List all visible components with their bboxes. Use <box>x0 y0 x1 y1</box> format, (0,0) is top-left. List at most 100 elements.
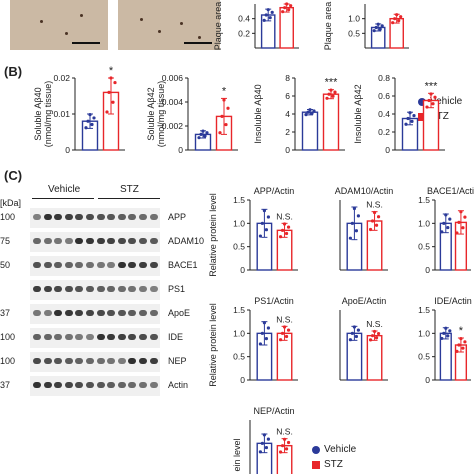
blot-band <box>33 334 41 340</box>
data-point-stz <box>433 95 437 99</box>
legend-b: Vehicle STZ <box>418 96 462 122</box>
chart-title: IDE/Actin <box>434 296 472 306</box>
bar-stz <box>322 93 340 151</box>
blot-band <box>75 310 84 316</box>
data-point-vehicle <box>266 326 270 330</box>
data-point-stz <box>399 15 403 19</box>
blot-band <box>54 286 63 292</box>
data-point-stz <box>220 114 224 118</box>
y-tick-label: 0 <box>65 145 70 155</box>
blot-band <box>149 382 158 388</box>
blot-band <box>149 358 158 364</box>
chart-title: PS1/Actin <box>254 296 294 306</box>
blot-band <box>86 334 94 340</box>
blot-band <box>43 382 52 388</box>
data-point-stz <box>457 343 461 347</box>
panel-label-c: (C) <box>4 168 23 183</box>
blot-band <box>43 334 52 340</box>
blot-band <box>139 262 147 268</box>
blot-band <box>107 310 116 316</box>
blot-band <box>43 214 52 220</box>
blot-band <box>149 214 158 220</box>
blot-band <box>117 310 126 316</box>
blot-band <box>117 358 126 364</box>
blot-band <box>139 310 147 316</box>
blot-band <box>128 238 137 244</box>
data-point-vehicle <box>264 337 268 341</box>
data-point-vehicle <box>372 29 376 33</box>
data-point-stz <box>286 328 291 332</box>
blot-band <box>96 262 105 268</box>
blot-group-vehicle: Vehicle <box>48 184 81 195</box>
data-point-vehicle <box>86 119 90 123</box>
data-point-vehicle <box>258 450 262 454</box>
data-point-vehicle <box>260 441 264 445</box>
blot-band <box>117 382 126 388</box>
blot-label: APP <box>168 212 187 222</box>
chart-title: NEP/Actin <box>253 406 294 416</box>
kda-marker: 37 <box>0 308 11 318</box>
significance-label: * <box>109 65 114 77</box>
data-point-vehicle <box>266 437 270 441</box>
data-point-stz <box>372 329 377 334</box>
blot-band <box>107 358 116 364</box>
data-point-vehicle <box>310 111 314 116</box>
data-point-vehicle <box>262 209 266 213</box>
y-axis-label: ein level <box>232 438 242 471</box>
blot-band <box>43 358 52 364</box>
y-tick-label: 0 <box>240 375 245 385</box>
legend-swatch-vehicle <box>418 97 426 106</box>
blot-band <box>33 358 41 364</box>
kda-marker: 100 <box>0 212 16 222</box>
y-axis-label-unit: (nmol/mg tissue) <box>156 81 166 148</box>
micrograph-vehicle <box>10 0 108 50</box>
blot-band <box>43 238 52 244</box>
y-tick-label: 1.0 <box>418 328 430 338</box>
data-point-stz <box>287 8 291 12</box>
y-tick-label: 0.6 <box>378 91 390 101</box>
significance-label: N.S. <box>276 211 293 221</box>
data-point-vehicle <box>306 110 310 114</box>
blot-band <box>149 238 158 244</box>
data-point-vehicle <box>304 113 308 117</box>
data-point-vehicle <box>352 206 356 211</box>
blot-band <box>43 262 52 268</box>
blot-band <box>149 262 158 268</box>
blot-band <box>64 334 73 340</box>
blot-band <box>75 382 84 388</box>
blot-band <box>107 382 116 388</box>
y-tick-label: 0.006 <box>162 73 184 83</box>
y-axis-label-unit: (nmol/mg tissue) <box>43 81 53 148</box>
y-tick-label: 0.5 <box>348 28 360 38</box>
data-point-stz <box>333 90 337 94</box>
legend-swatch-stz <box>312 460 320 469</box>
data-point-vehicle <box>376 22 380 26</box>
data-point-stz <box>429 92 433 96</box>
bar-vehicle <box>301 111 319 151</box>
blot-band <box>64 214 73 220</box>
y-axis-label: Soluble Aβ40 <box>33 87 43 140</box>
blot-band <box>139 286 147 292</box>
data-point-vehicle <box>442 221 446 225</box>
data-point-vehicle <box>380 24 384 28</box>
blot-band <box>33 262 41 268</box>
blot-row-bace1 <box>30 256 160 276</box>
y-tick-label: 1.5 <box>418 305 430 315</box>
blot-band <box>128 310 137 316</box>
blot-band <box>75 334 84 340</box>
y-axis-label: Insoluble Aβ40 <box>253 84 263 143</box>
data-point-vehicle <box>412 114 416 118</box>
blot-row-apoe <box>30 304 160 324</box>
data-point-stz <box>284 447 289 451</box>
y-tick-label: 0.5 <box>418 242 430 252</box>
data-point-stz <box>461 346 465 350</box>
data-point-vehicle <box>264 228 268 232</box>
kda-marker: 100 <box>0 356 16 366</box>
data-point-vehicle <box>262 433 266 437</box>
data-point-stz <box>425 105 429 109</box>
data-point-stz <box>393 17 397 21</box>
y-tick-label: 0.5 <box>233 352 245 362</box>
blot-band <box>96 214 105 220</box>
legend-item-vehicle: Vehicle <box>312 444 356 455</box>
data-point-stz <box>463 340 467 344</box>
